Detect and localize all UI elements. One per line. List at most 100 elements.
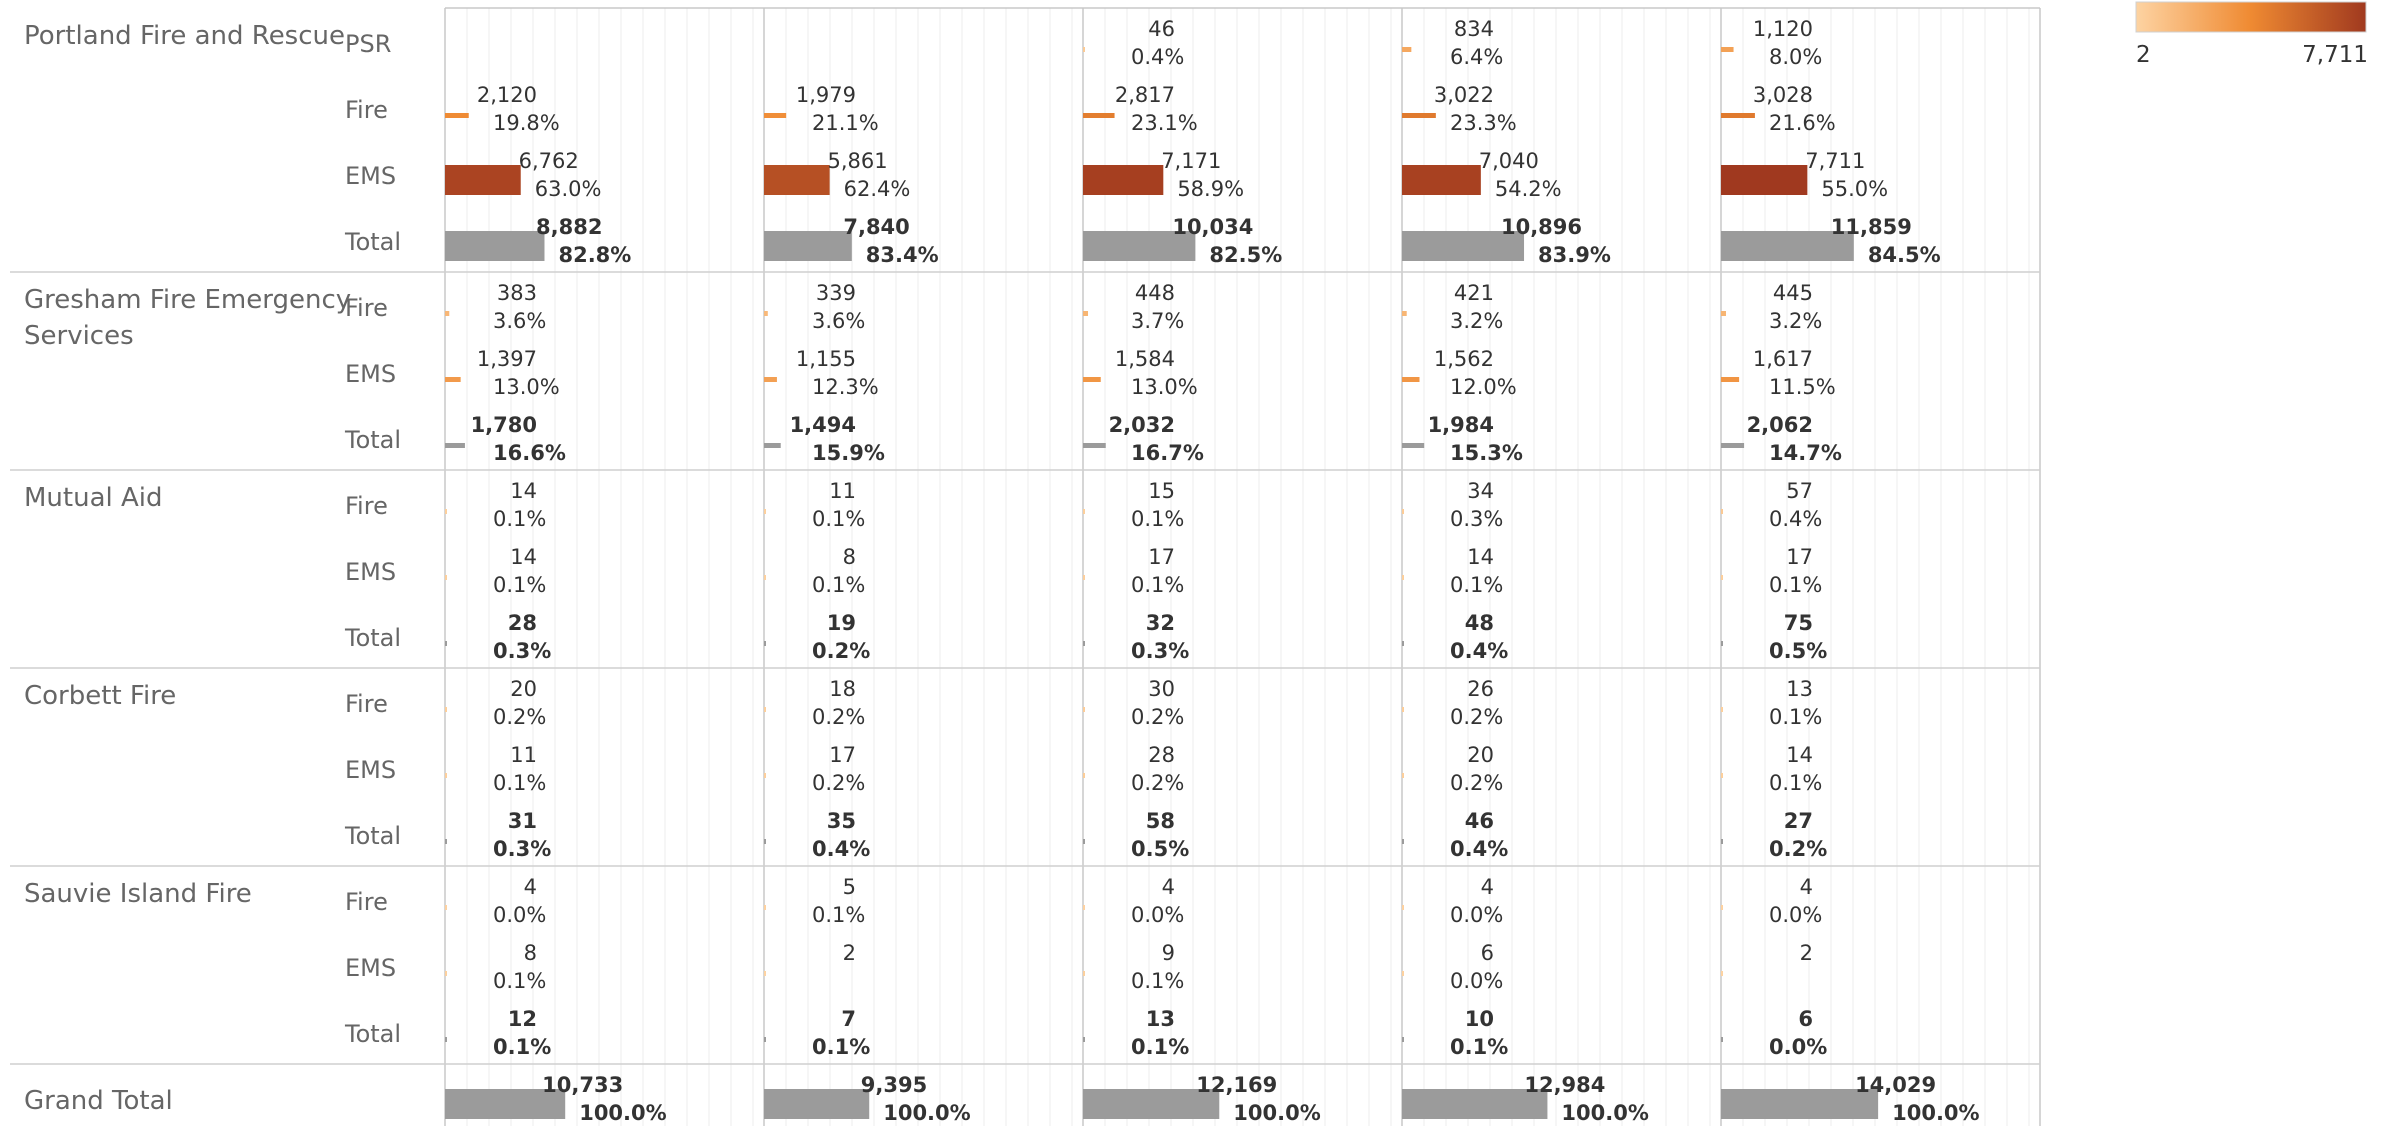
row-label-total: Total <box>344 624 401 652</box>
percent-label: 0.1% <box>812 903 865 927</box>
value-label: 20 <box>510 677 537 701</box>
percent-label: 100.0% <box>1233 1101 1320 1125</box>
percent-label: 0.5% <box>1131 837 1189 861</box>
total-bar <box>1402 1089 1548 1119</box>
series-bar <box>1721 509 1723 514</box>
percent-label: 0.1% <box>1450 573 1503 597</box>
value-label: 1,780 <box>471 413 537 437</box>
percent-label: 83.9% <box>1538 243 1611 267</box>
total-bar <box>1721 1089 1879 1119</box>
percent-label: 100.0% <box>1561 1101 1648 1125</box>
percent-label: 0.1% <box>493 507 546 531</box>
value-label: 57 <box>1786 479 1813 503</box>
value-label: 46 <box>1465 809 1494 833</box>
series-bar <box>1721 377 1740 382</box>
percent-label: 0.1% <box>812 1035 870 1059</box>
row-label-ems: EMS <box>345 162 396 190</box>
percent-label: 0.3% <box>493 837 551 861</box>
value-label: 3,028 <box>1753 83 1813 107</box>
series-bar <box>1402 311 1407 316</box>
percent-label: 0.1% <box>493 771 546 795</box>
value-label: 1,397 <box>477 347 537 371</box>
value-label: 9,395 <box>861 1073 927 1097</box>
percent-label: 0.0% <box>1769 903 1822 927</box>
series-bar <box>445 707 447 712</box>
value-label: 4 <box>524 875 537 899</box>
percent-label: 0.1% <box>1131 507 1184 531</box>
value-label: 30 <box>1148 677 1175 701</box>
percent-label: 0.4% <box>1769 507 1822 531</box>
value-label: 2,062 <box>1747 413 1813 437</box>
value-label: 11 <box>829 479 856 503</box>
total-bar <box>1402 641 1404 646</box>
value-label: 17 <box>829 743 856 767</box>
value-label: 10,034 <box>1172 215 1253 239</box>
total-bar <box>1721 231 1854 261</box>
percent-label: 3.6% <box>812 309 865 333</box>
value-label: 7,711 <box>1805 149 1865 173</box>
total-bar <box>764 231 852 261</box>
series-bar <box>1402 509 1404 514</box>
series-bar <box>1402 113 1436 118</box>
percent-label: 0.2% <box>812 639 870 663</box>
percent-label: 84.5% <box>1868 243 1941 267</box>
percent-label: 0.0% <box>1769 1035 1827 1059</box>
percent-label: 0.1% <box>812 507 865 531</box>
value-label: 834 <box>1454 17 1494 41</box>
value-label: 2 <box>1800 941 1813 965</box>
value-label: 14 <box>1786 743 1813 767</box>
value-label: 27 <box>1784 809 1813 833</box>
percent-label: 0.2% <box>1131 705 1184 729</box>
series-bar <box>1402 707 1404 712</box>
series-bar <box>1721 905 1723 910</box>
value-label: 1,979 <box>796 83 856 107</box>
percent-label: 11.5% <box>1769 375 1836 399</box>
series-bar <box>764 165 830 195</box>
row-label-fire: Fire <box>345 888 388 916</box>
row-label-total: Total <box>344 426 401 454</box>
row-label-fire: Fire <box>345 96 388 124</box>
value-label: 1,584 <box>1115 347 1175 371</box>
value-label: 12,984 <box>1524 1073 1605 1097</box>
percent-label: 58.9% <box>1177 177 1244 201</box>
total-bar <box>1083 641 1085 646</box>
total-bar <box>764 1089 870 1119</box>
agency-name: Gresham Fire Emergency <box>24 285 351 315</box>
value-label: 6 <box>1481 941 1494 965</box>
agency-name: Mutual Aid <box>24 483 163 513</box>
series-bar <box>1721 575 1723 580</box>
value-label: 7,171 <box>1161 149 1221 173</box>
percent-label: 15.3% <box>1450 441 1523 465</box>
value-label: 383 <box>497 281 537 305</box>
value-label: 13 <box>1146 1007 1175 1031</box>
series-bar <box>445 165 521 195</box>
percent-label: 0.5% <box>1769 639 1827 663</box>
percent-label: 0.3% <box>1450 507 1503 531</box>
percent-label: 0.1% <box>493 969 546 993</box>
value-label: 31 <box>508 809 537 833</box>
value-label: 11 <box>510 743 537 767</box>
value-label: 2 <box>843 941 856 965</box>
series-bar <box>764 377 777 382</box>
legend-max-label: 7,711 <box>2302 42 2368 68</box>
value-label: 58 <box>1146 809 1175 833</box>
value-label: 48 <box>1465 611 1494 635</box>
percent-label: 0.4% <box>1131 45 1184 69</box>
percent-label: 16.6% <box>493 441 566 465</box>
grand-total-label: Grand Total <box>24 1086 173 1116</box>
total-bar <box>1402 443 1425 448</box>
series-bar <box>1083 575 1085 580</box>
value-label: 2,817 <box>1115 83 1175 107</box>
value-label: 5 <box>843 875 856 899</box>
series-bar <box>1083 773 1085 778</box>
percent-label: 0.2% <box>812 705 865 729</box>
value-label: 445 <box>1773 281 1813 305</box>
value-label: 26 <box>1467 677 1494 701</box>
value-label: 46 <box>1148 17 1175 41</box>
total-bar <box>764 443 781 448</box>
value-label: 10,896 <box>1501 215 1582 239</box>
series-bar <box>1083 113 1115 118</box>
value-label: 10,733 <box>542 1073 623 1097</box>
total-bar <box>1721 1037 1723 1042</box>
value-label: 17 <box>1148 545 1175 569</box>
